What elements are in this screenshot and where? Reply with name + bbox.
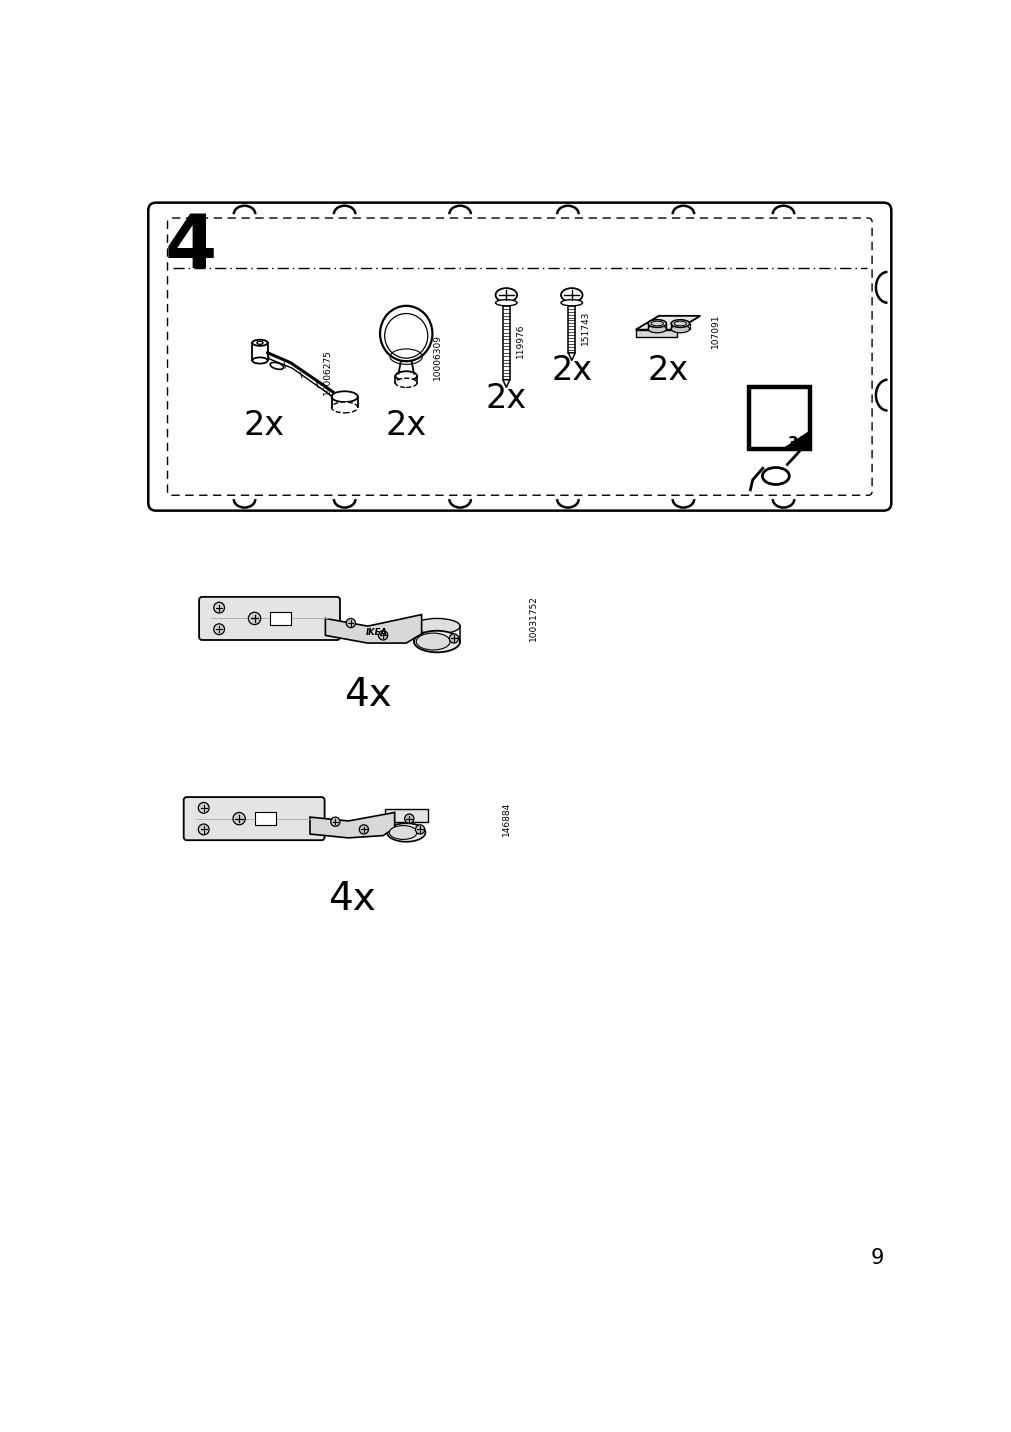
Ellipse shape: [386, 823, 425, 842]
Polygon shape: [635, 316, 700, 329]
Ellipse shape: [416, 633, 450, 650]
Circle shape: [359, 825, 368, 833]
Ellipse shape: [252, 339, 267, 347]
Text: 2x: 2x: [551, 354, 591, 387]
Polygon shape: [568, 352, 574, 361]
Text: 4: 4: [165, 211, 216, 284]
Polygon shape: [635, 329, 676, 338]
Text: 2x: 2x: [647, 354, 687, 387]
Polygon shape: [326, 614, 422, 643]
Text: 2x: 2x: [485, 382, 527, 415]
Text: 107091: 107091: [711, 314, 720, 348]
Text: IKEA: IKEA: [366, 627, 387, 637]
Ellipse shape: [380, 306, 432, 361]
Circle shape: [248, 613, 261, 624]
Text: 10006309: 10006309: [432, 334, 441, 379]
FancyBboxPatch shape: [149, 203, 891, 511]
Circle shape: [331, 818, 340, 826]
Text: 146884: 146884: [501, 802, 511, 836]
Text: 2x: 2x: [243, 410, 284, 442]
Polygon shape: [309, 812, 394, 838]
Text: 10031752: 10031752: [529, 596, 537, 642]
Text: 151743: 151743: [580, 311, 589, 345]
Text: 2x: 2x: [385, 410, 427, 442]
Circle shape: [198, 823, 209, 835]
Text: 4x: 4x: [329, 881, 376, 918]
Circle shape: [198, 802, 209, 813]
Ellipse shape: [647, 325, 666, 332]
Circle shape: [346, 619, 355, 627]
Ellipse shape: [560, 299, 582, 306]
Ellipse shape: [413, 630, 460, 653]
Bar: [748, 388, 810, 450]
Ellipse shape: [252, 358, 267, 364]
FancyBboxPatch shape: [184, 798, 325, 841]
Text: 33: 33: [788, 437, 809, 451]
Circle shape: [416, 825, 425, 833]
Circle shape: [213, 624, 224, 634]
Ellipse shape: [495, 299, 517, 306]
Text: 9: 9: [869, 1247, 883, 1267]
Ellipse shape: [495, 288, 517, 302]
Ellipse shape: [413, 619, 460, 634]
Ellipse shape: [332, 402, 357, 412]
Bar: [255, 812, 276, 825]
Text: 4x: 4x: [344, 676, 391, 715]
Polygon shape: [384, 809, 428, 822]
Bar: [270, 613, 291, 624]
Text: 119976: 119976: [516, 324, 524, 358]
Ellipse shape: [560, 288, 582, 302]
FancyBboxPatch shape: [199, 597, 340, 640]
Circle shape: [404, 813, 413, 823]
Ellipse shape: [332, 391, 357, 402]
Ellipse shape: [270, 362, 283, 369]
Ellipse shape: [670, 319, 688, 328]
Polygon shape: [502, 379, 510, 388]
Text: 10006275: 10006275: [323, 349, 332, 395]
Ellipse shape: [647, 319, 666, 328]
Polygon shape: [783, 431, 810, 450]
Circle shape: [449, 634, 458, 643]
Circle shape: [378, 630, 387, 640]
Circle shape: [233, 812, 245, 825]
Ellipse shape: [389, 826, 417, 839]
Circle shape: [213, 603, 224, 613]
Ellipse shape: [395, 378, 417, 388]
Ellipse shape: [670, 325, 688, 332]
Ellipse shape: [395, 371, 417, 381]
